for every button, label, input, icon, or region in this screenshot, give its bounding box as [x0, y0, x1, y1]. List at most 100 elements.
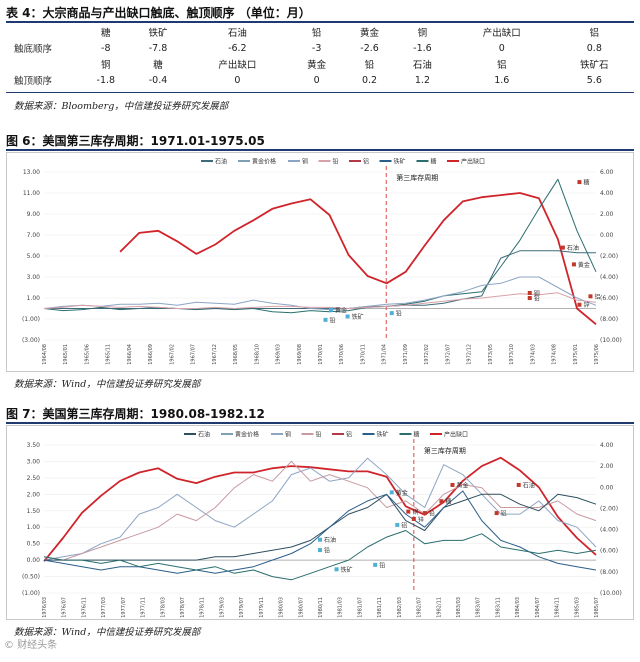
x-tick: 1972/02 — [424, 344, 430, 365]
table-cell: 铝 — [589, 28, 600, 39]
x-tick: 1975/06 — [594, 344, 600, 365]
x-tick: 1982/07 — [417, 597, 423, 618]
y-right-tick: 4.00 — [600, 190, 614, 197]
y-right-tick: (6.00) — [600, 548, 618, 555]
legend-label: 糖 — [414, 431, 420, 439]
x-tick: 1980/07 — [298, 597, 304, 618]
fig6-top-rule — [6, 149, 634, 151]
table-row: 触顶顺序 -1.8 -0.4 0 0 0.2 1.2 1.6 5.6 — [6, 72, 634, 88]
y-left-tick: 0.00 — [27, 557, 41, 564]
annotation-marker — [588, 294, 593, 299]
annotation-label: 铅 — [396, 310, 402, 318]
x-tick: 1973/10 — [509, 344, 515, 365]
y-right-tick: 2.00 — [600, 463, 614, 470]
annotation-marker — [571, 262, 576, 267]
table-cell: 5.6 — [586, 74, 602, 86]
annotation-marker — [389, 311, 394, 316]
fig7-top-rule — [6, 422, 634, 424]
y-right-tick: (4.00) — [600, 527, 618, 534]
y-left-tick: 1.00 — [27, 295, 41, 302]
x-tick: 1981/03 — [338, 597, 344, 618]
y-left-tick: 0.50 — [27, 541, 41, 548]
x-tick: 1979/11 — [259, 597, 265, 618]
annotation-marker — [329, 307, 334, 312]
y-left-tick: 2.00 — [27, 491, 41, 498]
annotation-label: 糖 — [445, 498, 451, 506]
x-tick: 1970/11 — [360, 344, 366, 365]
annotation-marker — [323, 317, 328, 322]
x-tick: 1964/08 — [42, 344, 48, 365]
table-cell: 黄金 — [307, 60, 327, 71]
annotation-marker — [318, 548, 322, 553]
series-line-2 — [43, 460, 597, 561]
table4-top-rule — [6, 21, 634, 23]
cycle-label: 第三库存周期 — [424, 446, 466, 455]
row-label — [6, 56, 80, 72]
legend-label: 产出缺口 — [461, 158, 485, 166]
y-right-tick: 0.00 — [600, 232, 614, 239]
table-cell: 糖 — [153, 60, 163, 71]
table-cell: 铁矿 — [148, 28, 168, 39]
table-cell: 0.2 — [361, 74, 378, 86]
x-tick: 1978/03 — [160, 597, 166, 618]
x-tick: 1971/04 — [382, 344, 388, 365]
annotation-marker — [527, 290, 532, 295]
legend-label: 铅 — [316, 431, 322, 439]
table-cell: 糖 — [101, 28, 111, 39]
annotation-marker — [577, 302, 582, 307]
annotation-label: 锌 — [583, 301, 589, 309]
y-right-tick: (6.00) — [600, 295, 618, 302]
annotation-label: 铅 — [429, 510, 435, 518]
fig6-title: 图 6：美国第三库存周期：1971.01-1975.05 — [6, 134, 265, 148]
chart-legend: 石油 黄金价格 铜 铅 铝 铁矿 糖 产出缺口 — [201, 158, 485, 166]
legend-label: 铜 — [285, 431, 291, 439]
x-tick: 1965/06 — [84, 344, 90, 365]
x-tick: 1983/03 — [456, 597, 462, 618]
x-tick: 1985/07 — [594, 597, 600, 618]
y-left-tick: 7.00 — [27, 232, 41, 239]
table-cell: -0.4 — [148, 74, 168, 86]
legend-label: 铜 — [302, 158, 308, 166]
x-tick: 1976/11 — [81, 597, 87, 618]
annotation-marker — [395, 522, 400, 527]
table-cell: 0 — [313, 74, 320, 86]
table-cell: 0 — [234, 74, 241, 86]
annotation-marker — [345, 314, 350, 319]
row-label: 触顶顺序 — [14, 76, 53, 87]
legend-label: 石油 — [198, 431, 210, 439]
y-right-tick: (4.00) — [600, 274, 618, 281]
x-tick: 1980/11 — [318, 597, 324, 618]
legend-label: 黄金价格 — [252, 158, 276, 166]
annotation-label: 铅 — [534, 295, 540, 303]
series-line-3 — [44, 493, 597, 561]
table4: 糖铁矿 石油铅黄金铜产出缺口铝触底顺序 -8 -7.8 -6.2 -3 -2.6 -1.6 0 0… — [6, 24, 634, 88]
table-cell: -1.6 — [413, 42, 432, 54]
chart-frame — [6, 425, 634, 620]
table-cell: 黄金 — [360, 28, 380, 39]
annotation-marker — [516, 482, 521, 487]
series-line-0 — [43, 456, 597, 562]
x-tick: 1968/10 — [254, 344, 260, 365]
x-tick: 1966/04 — [127, 344, 133, 365]
annotation-marker — [411, 517, 416, 521]
table4-bottom-rule — [6, 92, 634, 93]
x-tick: 1965/11 — [106, 344, 112, 365]
y-left-tick: (1.00) — [22, 590, 40, 597]
annotation-marker — [406, 509, 411, 514]
y-left-tick: 3.00 — [27, 274, 41, 281]
x-tick: 1974/03 — [530, 344, 536, 365]
fig7-title: 图 7：美国第三库存周期：1980.08-1982.12 — [6, 407, 265, 421]
fig6-source: 数据来源：Wind，中信建投证券研究发展部 — [14, 379, 201, 390]
legend-label: 铁矿 — [394, 158, 406, 166]
y-right-tick: 2.00 — [600, 211, 614, 218]
table-cell: -7.8 — [148, 42, 168, 54]
table-cell: -3 — [311, 42, 322, 54]
legend-label: 铁矿 — [377, 431, 389, 439]
annotation-marker — [450, 482, 455, 487]
fig6-chart: 石油 黄金价格铜铅铝铁矿糖产出缺口 13.00 11.00 9.00 7.00 5.00 3.… — [6, 152, 634, 372]
y-left-tick: 9.00 — [27, 211, 41, 218]
x-tick: 1967/07 — [191, 344, 197, 365]
table-cell: 产出缺口 — [218, 60, 257, 71]
annotation-label: 黄金 — [456, 481, 468, 489]
legend-label: 石油 — [215, 158, 227, 166]
